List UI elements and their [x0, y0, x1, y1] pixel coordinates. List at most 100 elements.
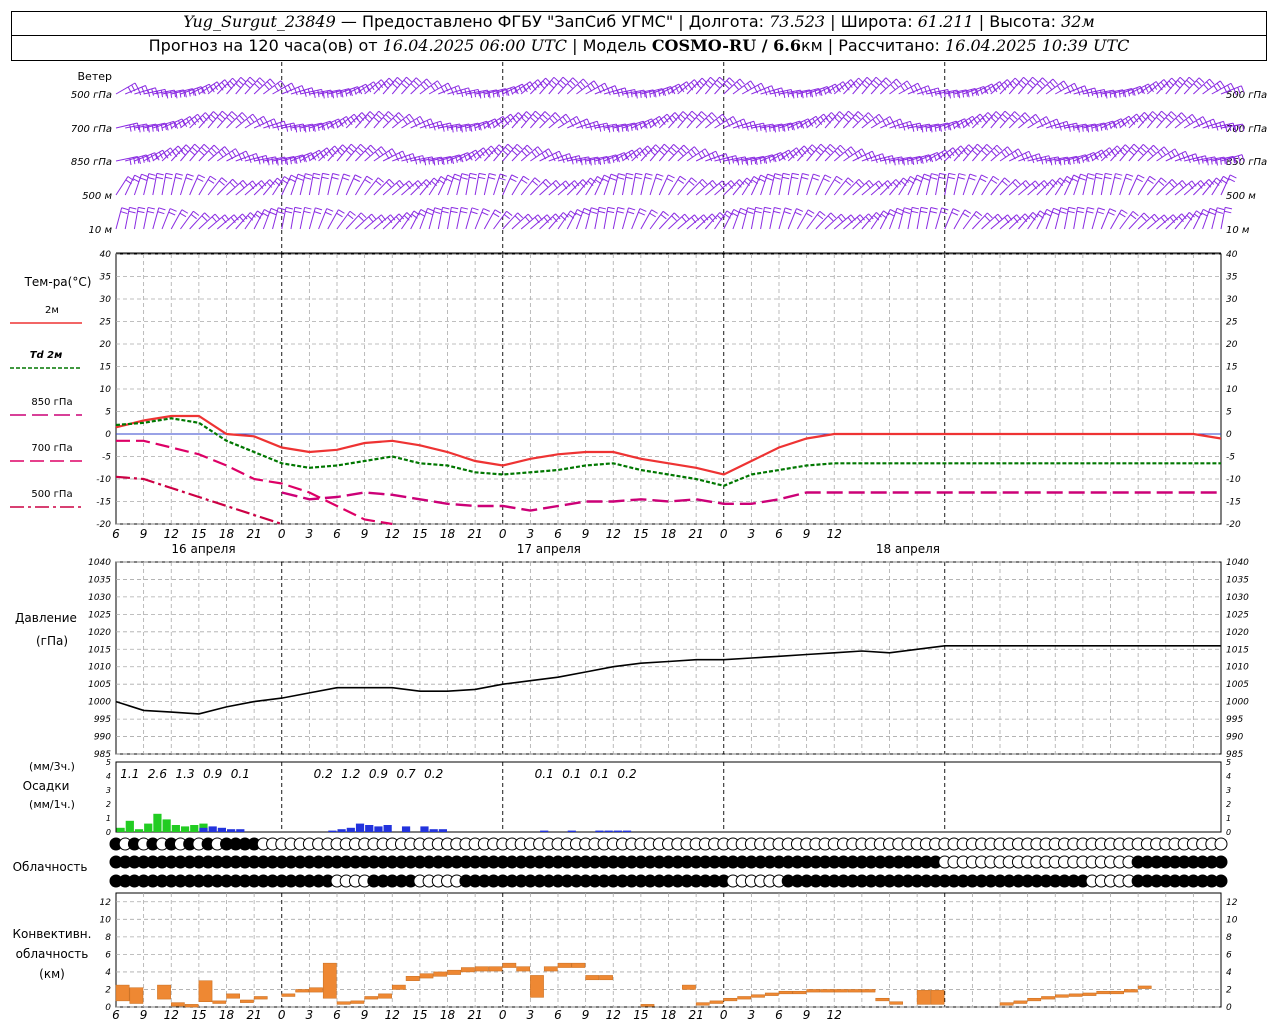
wind-barb-feather — [534, 148, 540, 155]
wind-barb-feather — [210, 85, 215, 93]
wind-barb — [972, 112, 989, 129]
wind-barb — [1110, 115, 1130, 129]
wind-barb — [1036, 156, 1059, 162]
temp-axis-ytick-right: 5 — [1226, 408, 1232, 418]
wind-barb-feather — [773, 210, 781, 214]
conv-bar — [336, 1001, 351, 1005]
bottom-time-tick: 9 — [361, 1008, 369, 1022]
wind-barb-feather — [303, 155, 307, 163]
wind-barb — [548, 180, 566, 196]
wind-barb — [880, 118, 901, 129]
station-name: Yug_Surgut_23849 — [183, 12, 336, 31]
conv-axis-ytick-left: 12 — [100, 898, 112, 908]
wind-barb — [990, 146, 1008, 162]
wind-barb — [530, 148, 549, 162]
wind-barb — [502, 212, 519, 230]
wind-barb — [263, 156, 286, 162]
wind-barb — [1110, 209, 1122, 230]
wind-barb-feather — [377, 148, 384, 155]
wind-barb-feather — [529, 116, 536, 123]
wind-barb-feather — [941, 207, 949, 211]
wind-barb-feather — [1191, 114, 1197, 121]
wind-barb — [760, 123, 783, 129]
wind-barb-feather — [852, 117, 859, 123]
wind-barb — [207, 110, 223, 129]
wind-barb — [124, 174, 136, 196]
wind-barb-feather — [1130, 146, 1137, 153]
wind-barb — [170, 209, 183, 230]
wind-barb-feather — [609, 177, 617, 181]
temp-axis-ytick-right: 40 — [1226, 250, 1238, 260]
wind-barb — [1165, 112, 1182, 129]
wind-barb-feather — [652, 120, 657, 127]
wind-barb — [290, 87, 313, 95]
wind-barb-feather — [693, 79, 700, 86]
wind-barb-feather — [241, 112, 248, 118]
wind-barb-feather — [996, 144, 1003, 151]
wind-barb-feather — [829, 143, 836, 150]
wind-barb-feather — [1052, 120, 1057, 128]
wind-barb-feather — [1046, 84, 1053, 91]
wind-barb-feather — [395, 154, 400, 162]
precip-ytick-right: 0 — [1226, 828, 1231, 837]
wind-barb-feather — [575, 212, 582, 217]
wind-barb — [935, 120, 957, 129]
wind-barb-feather — [723, 83, 730, 89]
wind-barb-feather — [261, 156, 265, 164]
conv-bar — [1110, 990, 1124, 995]
wind-barb-feather — [370, 144, 376, 151]
wind-barb-feather — [261, 180, 267, 187]
wind-barb — [962, 113, 981, 129]
wind-barb-feather — [368, 216, 374, 223]
wind-barb — [1137, 144, 1154, 162]
wind-barb-feather — [897, 157, 900, 165]
wind-barb — [198, 175, 211, 196]
pressure-line — [115, 645, 1221, 715]
wind-barb — [695, 180, 713, 196]
wind-barb-feather — [237, 79, 244, 86]
wind-barb-feather — [400, 82, 407, 89]
wind-barb-feather — [764, 206, 772, 210]
wind-barb — [226, 213, 243, 230]
wind-barb-feather — [997, 213, 1003, 220]
wind-barb-feather — [254, 83, 260, 89]
wind-barb — [806, 211, 821, 230]
wind-barb-feather — [1067, 210, 1075, 214]
wind-barb-feather — [1102, 152, 1108, 159]
wind-barb-feather — [179, 212, 187, 218]
wind-barb-feather — [534, 110, 541, 117]
wind-barb-feather — [872, 118, 878, 126]
pressure-axis-ytick-left: 990 — [94, 733, 111, 743]
precip-3h-total: 0.9 — [369, 767, 388, 781]
wind-barb-feather — [380, 79, 387, 86]
conv-bar — [281, 993, 296, 997]
wind-barb-feather — [278, 207, 286, 211]
wind-barb — [1036, 118, 1058, 129]
wind-barb-feather — [617, 176, 625, 180]
wind-barb — [567, 118, 588, 129]
conv-bar — [157, 984, 171, 1000]
wind-barb-feather — [939, 172, 947, 176]
wind-barb-feather — [280, 80, 286, 87]
wind-barb — [1220, 123, 1243, 129]
wind-barb-feather — [1032, 76, 1039, 83]
wind-barb-feather — [148, 173, 156, 176]
wind-barb-feather — [193, 89, 197, 97]
wind-barb — [152, 173, 158, 196]
wind-barb — [281, 123, 304, 129]
wind-barb-feather — [878, 113, 884, 121]
wind-barb-feather — [817, 214, 824, 220]
wind-barb — [125, 154, 147, 162]
temp-axis-ytick-right: -10 — [1226, 475, 1241, 485]
wind-barb — [981, 176, 994, 196]
wind-barb — [438, 123, 461, 129]
wind-barb-feather — [426, 78, 432, 85]
wind-barb-feather — [865, 182, 872, 189]
wind-barb-feather — [1068, 124, 1071, 132]
wind-barb — [235, 180, 253, 196]
bottom-time-tick: 18 — [219, 1008, 235, 1022]
wind-barb-feather — [660, 214, 667, 220]
wind-barb-feather — [1025, 180, 1031, 187]
wind-barb-feather — [235, 148, 240, 155]
wind-barb-feather — [211, 216, 218, 223]
